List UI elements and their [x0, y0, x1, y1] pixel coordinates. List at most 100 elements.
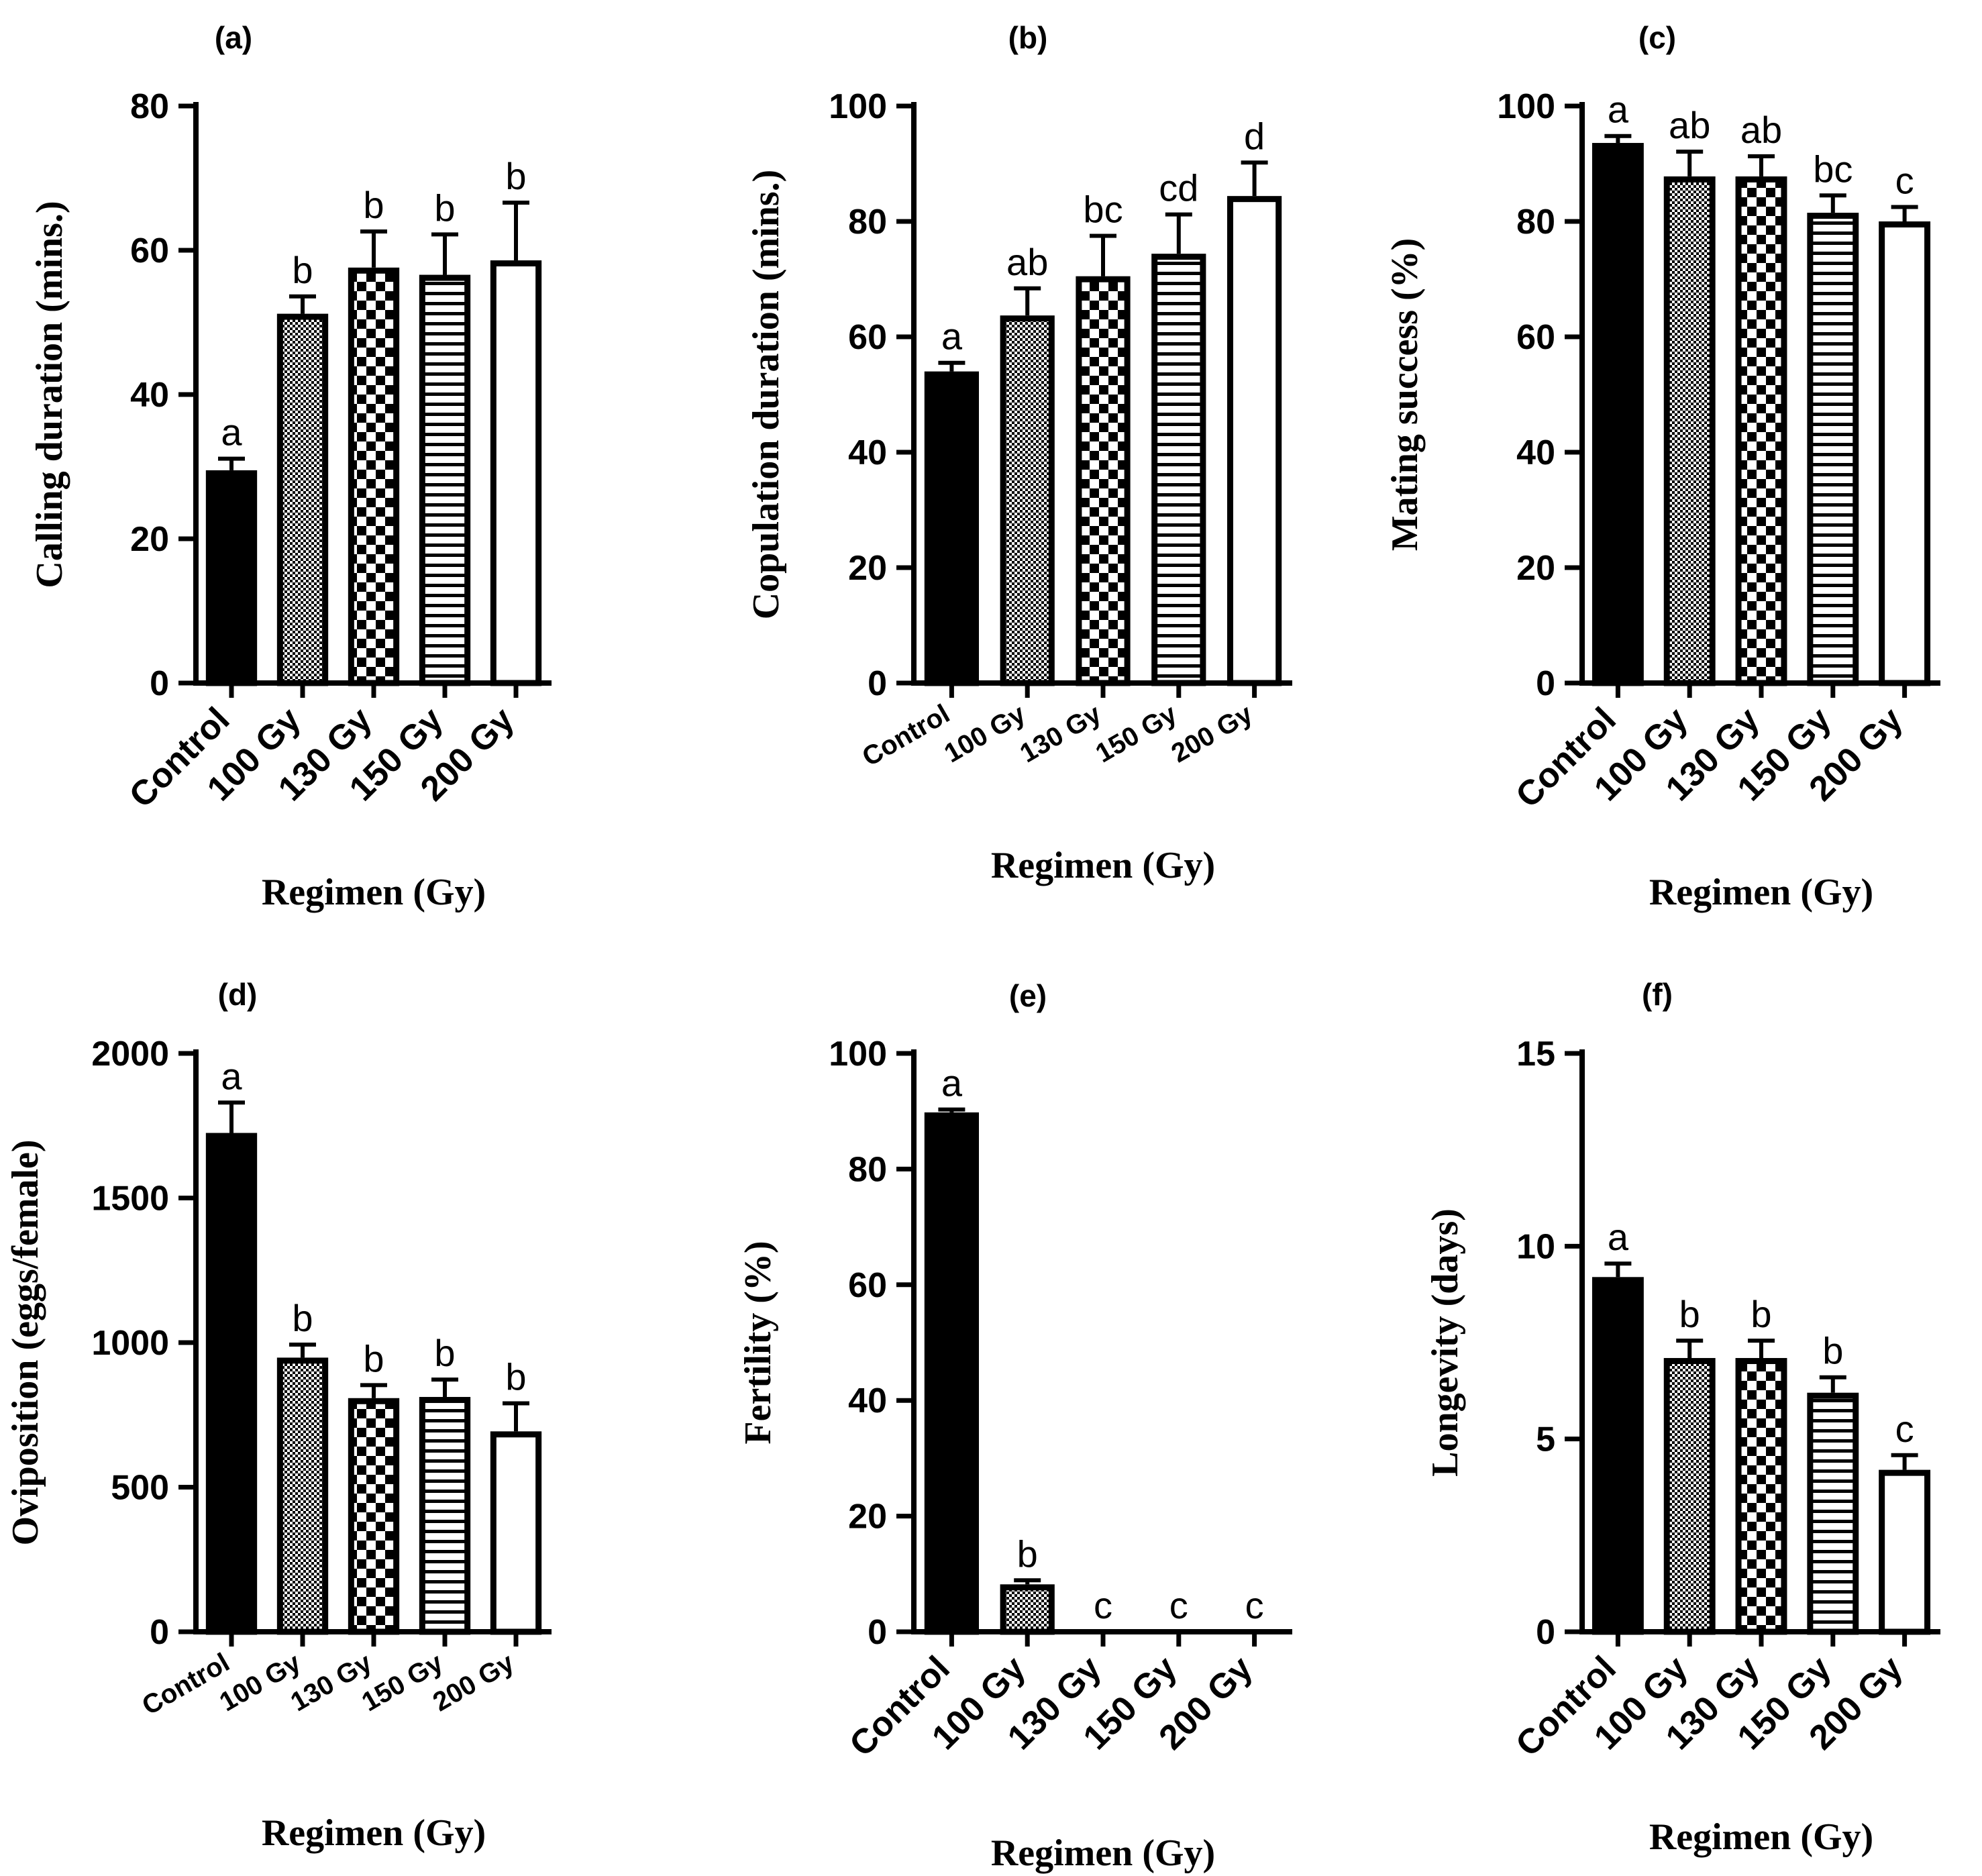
x-tick-label-2: 100 Gy	[215, 1647, 306, 1717]
y-tick-label-5: 100	[829, 87, 887, 126]
y-tick-label-3: 60	[1516, 318, 1555, 357]
x-tick-label-1: Control	[137, 1648, 234, 1721]
bar-2	[1000, 315, 1055, 686]
bar-3	[1735, 176, 1787, 686]
y-tick-label-1: 20	[848, 1498, 887, 1536]
significance-label-4: bc	[1813, 148, 1853, 190]
significance-label-1: a	[221, 1055, 242, 1097]
significance-label-3: b	[363, 184, 384, 226]
y-tick-label-2: 1000	[91, 1324, 169, 1363]
y-tick-label-3: 60	[848, 318, 887, 357]
x-axis-title: Regimen (Gy)	[262, 872, 486, 913]
significance-label-2: ab	[1669, 104, 1710, 146]
y-tick-label-5: 100	[1497, 87, 1555, 126]
significance-label-4: b	[1822, 1330, 1843, 1372]
x-axis-title: Regimen (Gy)	[262, 1812, 486, 1854]
significance-label-5: c	[1895, 160, 1914, 202]
significance-label-2: b	[1679, 1293, 1700, 1335]
y-tick-label-1: 20	[848, 549, 887, 588]
significance-label-4: b	[434, 187, 455, 229]
y-tick-label-4: 80	[1516, 203, 1555, 242]
chart-panel-a: (a) Calling duration (mins.) Regimen (Gy) a…	[29, 20, 552, 913]
bar-5	[1879, 1469, 1931, 1635]
significance-label-2: b	[292, 1297, 313, 1339]
y-tick-label-4: 2000	[91, 1035, 169, 1074]
bar-4	[1807, 213, 1859, 686]
significance-label-3: bc	[1083, 189, 1123, 231]
bar-3	[348, 267, 400, 686]
x-tick-label-2: 100 Gy	[939, 698, 1031, 768]
bar-4	[419, 274, 471, 686]
significance-label-3: b	[1751, 1293, 1771, 1335]
y-tick-label-2: 40	[848, 433, 887, 472]
bar-4	[419, 1397, 471, 1635]
y-axis-title: Calling duration (mins.)	[29, 201, 70, 588]
significance-label-5: c	[1245, 1584, 1264, 1626]
x-tick-label-1: Control	[842, 1649, 957, 1764]
x-tick-label-3: 130 Gy	[1015, 698, 1106, 768]
significance-label-4: b	[434, 1332, 455, 1374]
significance-label-5: b	[505, 1356, 526, 1398]
bar-4	[1807, 1392, 1859, 1635]
y-tick-label-0: 0	[150, 1613, 169, 1652]
bar-5	[1879, 221, 1931, 686]
y-axis-title: Oviposition (eggs/female)	[5, 1139, 46, 1545]
bar-1	[1592, 1277, 1644, 1635]
y-tick-label-2: 40	[130, 376, 169, 415]
y-tick-label-0: 0	[868, 664, 887, 703]
bar-2	[1663, 1357, 1716, 1635]
y-tick-label-3: 60	[130, 231, 169, 270]
y-tick-label-3: 1500	[91, 1180, 169, 1218]
x-axis-title: Regimen (Gy)	[991, 845, 1215, 886]
y-tick-label-1: 5	[1536, 1420, 1555, 1459]
x-tick-label-1: Control	[857, 699, 955, 772]
y-axis-title: Fertility (%)	[737, 1241, 779, 1444]
bar-1	[924, 371, 980, 686]
panel-letter: (c)	[1638, 20, 1676, 55]
significance-label-1: a	[1608, 89, 1629, 131]
significance-label-1: a	[1608, 1216, 1629, 1258]
chart-panel-e: (e) Fertility (%) Regimen (Gy) a Control b 100…	[737, 978, 1292, 1874]
panel-letter: (f)	[1642, 977, 1673, 1012]
panel-letter: (b)	[1008, 20, 1048, 55]
significance-label-5: b	[505, 155, 526, 197]
y-tick-label-0: 0	[868, 1613, 887, 1652]
y-tick-label-3: 60	[848, 1266, 887, 1305]
bar-1	[1592, 143, 1644, 686]
x-tick-label-5: 200 Gy	[428, 1647, 519, 1717]
bar-3	[348, 1398, 400, 1635]
bar-5	[490, 260, 542, 686]
y-tick-label-1: 20	[1516, 549, 1555, 588]
bar-1	[205, 1133, 258, 1635]
significance-label-1: a	[221, 411, 242, 454]
bar-2	[276, 1357, 329, 1635]
x-axis-title: Regimen (Gy)	[991, 1832, 1215, 1874]
chart-panel-f: (f)Longevity (days)Regimen (Gy)aControlb…	[1424, 977, 1940, 1858]
chart-panel-d: (d) Oviposition (eggs/female) Regimen (Gy)…	[5, 977, 552, 1854]
y-tick-label-3: 15	[1516, 1035, 1555, 1074]
significance-label-5: d	[1244, 115, 1265, 157]
x-tick-label-5: 200 Gy	[1166, 698, 1257, 768]
y-tick-label-2: 10	[1516, 1227, 1555, 1266]
significance-label-1: a	[941, 1062, 963, 1104]
bar-5	[1227, 196, 1282, 686]
y-axis-title: Copulation duration (mins.)	[745, 170, 787, 620]
bar-2	[1663, 176, 1716, 686]
y-tick-label-2: 40	[848, 1382, 887, 1420]
bar-1	[205, 470, 258, 686]
panel-letter: (e)	[1009, 978, 1047, 1013]
y-tick-label-0: 0	[1536, 1613, 1555, 1652]
y-tick-label-4: 80	[130, 87, 169, 126]
significance-label-3: c	[1094, 1584, 1112, 1626]
chart-panel-b: (b) Copulation duration (mins.) Regimen (G…	[745, 20, 1292, 886]
x-tick-label-3: 130 Gy	[286, 1647, 377, 1717]
significance-label-2: b	[292, 249, 313, 291]
y-tick-label-1: 20	[130, 520, 169, 559]
panel-letter: (d)	[218, 977, 258, 1012]
bar-3	[1735, 1357, 1787, 1635]
y-tick-label-4: 80	[848, 1150, 887, 1189]
bar-3	[1076, 276, 1131, 686]
y-axis-title: Mating success (%)	[1384, 238, 1426, 552]
x-axis-title: Regimen (Gy)	[1649, 872, 1873, 913]
